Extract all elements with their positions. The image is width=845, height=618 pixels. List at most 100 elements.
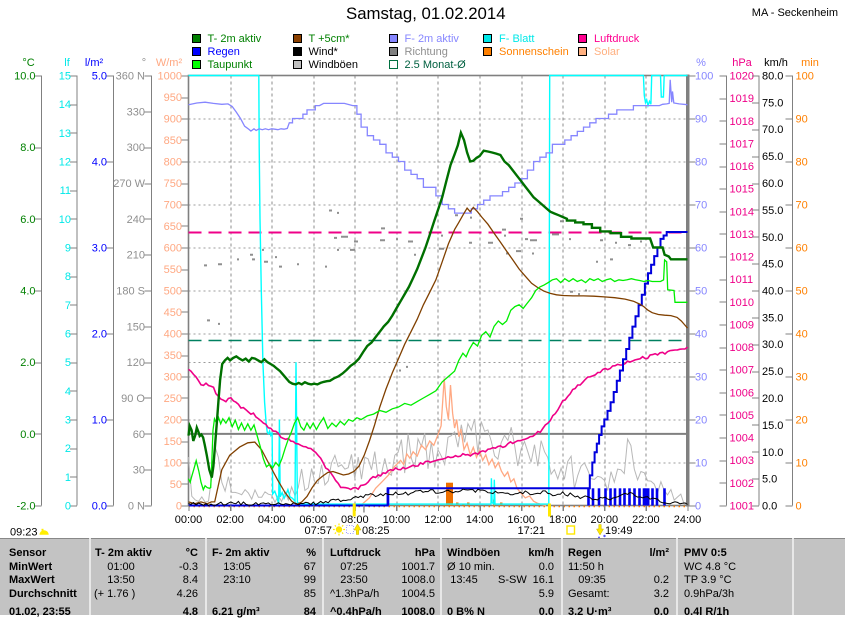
svg-text:1006: 1006: [730, 387, 754, 399]
svg-text:40.0: 40.0: [762, 286, 783, 298]
svg-text:80: 80: [796, 157, 808, 169]
svg-text:10.0: 10.0: [14, 71, 35, 83]
svg-text:0.0: 0.0: [92, 501, 107, 513]
svg-text:300: 300: [127, 142, 145, 154]
svg-text:750: 750: [164, 178, 182, 190]
svg-text:5: 5: [65, 357, 71, 369]
svg-text:20.0: 20.0: [762, 393, 783, 405]
svg-text:700: 700: [164, 200, 182, 212]
svg-text:1007: 1007: [730, 365, 754, 377]
svg-text:60: 60: [133, 429, 145, 441]
svg-text:1013: 1013: [730, 229, 754, 241]
svg-text:00:00: 00:00: [175, 514, 203, 526]
svg-text:1000: 1000: [158, 71, 182, 83]
svg-text:15: 15: [59, 71, 71, 83]
svg-text:08:25: 08:25: [362, 525, 390, 537]
svg-text:360 N: 360 N: [116, 71, 145, 83]
svg-text:4.0: 4.0: [20, 286, 35, 298]
svg-text:45.0: 45.0: [762, 259, 783, 271]
svg-text:2.0: 2.0: [92, 329, 107, 341]
svg-text:400: 400: [164, 329, 182, 341]
svg-text:14:00: 14:00: [466, 514, 494, 526]
svg-text:04:00: 04:00: [258, 514, 286, 526]
svg-text:%: %: [696, 57, 706, 69]
svg-text:8: 8: [65, 271, 71, 283]
svg-text:lf: lf: [64, 57, 70, 69]
svg-text:0.0: 0.0: [762, 501, 777, 513]
svg-text:1003: 1003: [730, 455, 754, 467]
svg-text:150: 150: [164, 436, 182, 448]
svg-text:2: 2: [65, 443, 71, 455]
svg-text:10: 10: [796, 458, 808, 470]
svg-text:3: 3: [65, 415, 71, 427]
svg-text:0: 0: [695, 501, 701, 513]
svg-text:1014: 1014: [730, 206, 754, 218]
svg-text:13: 13: [59, 128, 71, 140]
svg-text:10: 10: [695, 458, 707, 470]
svg-text:20:00: 20:00: [591, 514, 619, 526]
svg-text:120: 120: [127, 357, 145, 369]
svg-text:40: 40: [796, 329, 808, 341]
svg-text:1020: 1020: [730, 71, 754, 83]
svg-text:3.0: 3.0: [92, 243, 107, 255]
svg-text:4.0: 4.0: [92, 157, 107, 169]
svg-text:60: 60: [695, 243, 707, 255]
svg-text:16:00: 16:00: [507, 514, 535, 526]
svg-text:0 N: 0 N: [128, 501, 145, 513]
svg-text:1017: 1017: [730, 138, 754, 150]
svg-text:500: 500: [164, 286, 182, 298]
svg-text:12: 12: [59, 157, 71, 169]
svg-text:600: 600: [164, 243, 182, 255]
svg-text:min: min: [801, 57, 819, 69]
svg-text:-2.0: -2.0: [17, 501, 36, 513]
svg-text:210: 210: [127, 250, 145, 262]
svg-text:30: 30: [695, 372, 707, 384]
svg-text:20: 20: [695, 415, 707, 427]
svg-text:10: 10: [59, 214, 71, 226]
svg-text:300: 300: [164, 372, 182, 384]
svg-text:6: 6: [65, 329, 71, 341]
svg-text:270 W: 270 W: [113, 178, 145, 190]
svg-text:19:49: 19:49: [605, 525, 633, 537]
svg-text:4: 4: [65, 386, 71, 398]
svg-text:1010: 1010: [730, 297, 754, 309]
svg-text:5.0: 5.0: [762, 474, 777, 486]
svg-text:0: 0: [65, 501, 71, 513]
svg-text:2.0: 2.0: [20, 357, 35, 369]
svg-text:180 S: 180 S: [116, 286, 145, 298]
svg-text:550: 550: [164, 264, 182, 276]
svg-text:55.0: 55.0: [762, 205, 783, 217]
svg-text:14: 14: [59, 99, 71, 111]
svg-text:30: 30: [796, 372, 808, 384]
svg-text:07:57: 07:57: [304, 525, 332, 537]
svg-text:450: 450: [164, 307, 182, 319]
svg-text:°: °: [142, 57, 146, 69]
svg-text:17:21: 17:21: [517, 525, 545, 537]
svg-text:11: 11: [60, 185, 71, 197]
svg-text:1008: 1008: [730, 342, 754, 354]
svg-text:1001: 1001: [730, 501, 754, 513]
svg-text:1004: 1004: [730, 433, 754, 445]
svg-text:1012: 1012: [730, 252, 754, 264]
svg-text:35.0: 35.0: [762, 312, 783, 324]
svg-text:100: 100: [796, 71, 814, 83]
svg-text:70.0: 70.0: [762, 124, 783, 136]
svg-text:06:00: 06:00: [299, 514, 327, 526]
svg-text:1: 1: [65, 472, 71, 484]
svg-text:1015: 1015: [730, 184, 754, 196]
svg-text:1011: 1011: [730, 274, 754, 286]
svg-text:65.0: 65.0: [762, 151, 783, 163]
svg-text:650: 650: [164, 221, 182, 233]
svg-text:70: 70: [796, 200, 808, 212]
svg-text:250: 250: [164, 393, 182, 405]
svg-text:15.0: 15.0: [762, 420, 783, 432]
svg-text:950: 950: [164, 92, 182, 104]
svg-text:1009: 1009: [730, 319, 754, 331]
svg-text:0: 0: [176, 501, 182, 513]
svg-text:30: 30: [133, 465, 145, 477]
svg-text:7: 7: [65, 300, 71, 312]
svg-text:330: 330: [127, 106, 145, 118]
svg-text:°C: °C: [22, 57, 34, 69]
svg-text:80.0: 80.0: [762, 71, 783, 83]
svg-text:70: 70: [695, 200, 707, 212]
